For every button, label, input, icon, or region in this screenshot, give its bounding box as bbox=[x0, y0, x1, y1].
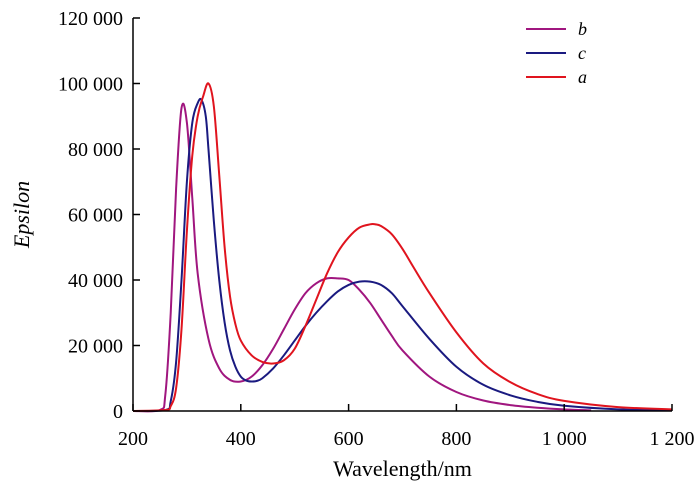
x-axis-title: Wavelength/nm bbox=[333, 456, 472, 481]
x-tick-label: 1 000 bbox=[542, 428, 587, 450]
x-ticks: 200 400 600 800 1 000 1 200 bbox=[118, 404, 695, 450]
y-tick-label: 120 000 bbox=[58, 8, 123, 30]
y-tick-label: 80 000 bbox=[68, 139, 123, 161]
y-axis-title: Epsilon bbox=[9, 181, 34, 249]
series-line-a bbox=[132, 82, 673, 412]
x-tick-label: 400 bbox=[226, 428, 256, 450]
y-tick-label: 0 bbox=[113, 401, 123, 423]
series-line-b bbox=[132, 102, 592, 413]
series-line-c bbox=[132, 97, 673, 413]
x-tick-label: 800 bbox=[441, 428, 471, 450]
x-tick-label: 600 bbox=[334, 428, 364, 450]
legend-label-b: b bbox=[578, 19, 587, 39]
y-tick-label: 100 000 bbox=[58, 74, 123, 96]
y-ticks: 0 20 000 40 000 60 000 80 000 100 000 120 000 bbox=[58, 8, 140, 423]
x-tick-label: 1 200 bbox=[650, 428, 695, 450]
legend-label-a: a bbox=[578, 67, 587, 87]
legend: bca bbox=[526, 19, 587, 87]
y-tick-label: 40 000 bbox=[68, 270, 123, 292]
y-tick-label: 20 000 bbox=[68, 336, 123, 358]
x-tick-label: 200 bbox=[118, 428, 148, 450]
y-tick-label: 60 000 bbox=[68, 205, 123, 227]
plot-lines bbox=[132, 82, 673, 413]
legend-label-c: c bbox=[578, 43, 586, 63]
